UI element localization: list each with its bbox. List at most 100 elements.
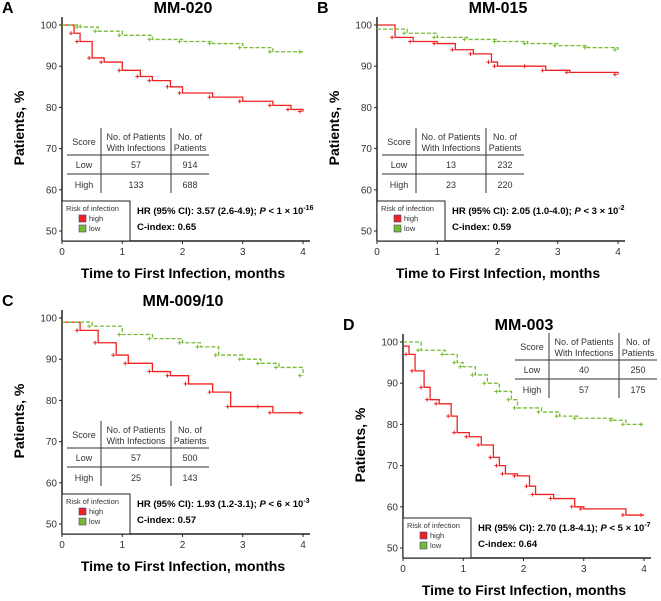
y-tick-label: 100 — [40, 314, 57, 325]
censor-mark — [183, 381, 188, 386]
y-tick-label: 80 — [46, 103, 58, 114]
y-axis-label: Patients, % — [326, 90, 342, 165]
censor-mark — [620, 513, 625, 518]
censor-mark — [432, 35, 437, 40]
censor-mark — [147, 336, 152, 341]
table-header: Score — [520, 342, 544, 352]
y-tick-label: 60 — [361, 185, 373, 196]
censor-mark — [123, 361, 128, 366]
censor-mark — [147, 37, 152, 42]
legend-box — [376, 200, 446, 242]
panel-letter: A — [2, 0, 14, 17]
y-axis-label: Patients, % — [11, 383, 27, 458]
censor-mark — [177, 90, 182, 95]
censor-mark — [117, 68, 122, 73]
c-index: C-index: 0.65 — [137, 222, 197, 233]
table-header: No. of Patients With Infections — [106, 132, 166, 153]
panel-letter: D — [343, 317, 355, 334]
censor-mark — [99, 60, 104, 65]
header-line: Patients — [174, 436, 207, 446]
header-line: Patients — [489, 143, 522, 153]
x-tick-label: 1 — [119, 247, 125, 258]
p-label: P — [259, 206, 266, 217]
header-line: With Infections — [554, 348, 614, 358]
x-tick-label: 2 — [495, 247, 501, 258]
censor-mark — [410, 368, 415, 373]
y-tick-label: 80 — [361, 103, 373, 114]
censor-mark — [237, 357, 242, 362]
table-cell: 57 — [131, 160, 141, 170]
censor-mark — [267, 49, 272, 54]
censor-mark — [75, 25, 80, 30]
x-tick-label: 3 — [240, 247, 246, 258]
p-label: P — [574, 206, 581, 217]
y-tick-label: 90 — [361, 62, 373, 73]
censor-mark — [273, 365, 278, 370]
censor-mark — [564, 70, 569, 75]
table-cell: Low — [76, 453, 93, 463]
x-tick-label: 0 — [59, 247, 65, 258]
km-curve-low — [377, 28, 619, 50]
legend-label: low — [430, 541, 442, 550]
x-axis-label: Time to First Infection, months — [396, 265, 601, 281]
y-tick-label: 50 — [387, 544, 399, 555]
p-exponent: -16 — [303, 205, 313, 212]
censor-mark — [213, 353, 218, 358]
y-tick-label: 60 — [46, 478, 58, 489]
c-index: C-index: 0.57 — [137, 515, 196, 526]
censor-mark — [267, 410, 272, 415]
km-curve-low — [403, 341, 644, 426]
censor-mark — [298, 49, 302, 54]
censor-mark — [512, 405, 517, 410]
table-cell: High — [523, 385, 542, 395]
censor-mark — [639, 422, 643, 427]
censor-mark — [500, 471, 505, 476]
censor-mark — [450, 47, 455, 52]
censor-mark — [582, 45, 587, 50]
panel-D: D MM-003 50 60 70 80 90 100 0 1 2 3 4 Time to First I… — [343, 317, 657, 598]
legend-box — [61, 493, 131, 535]
censor-mark — [69, 31, 74, 36]
censor-mark — [494, 463, 499, 468]
censor-mark — [425, 397, 430, 402]
legend-label: low — [89, 224, 101, 233]
censor-mark — [458, 364, 463, 369]
censor-mark — [165, 373, 170, 378]
km-curve-high — [62, 24, 304, 112]
header-line: With Infections — [106, 143, 166, 153]
y-tick-label: 90 — [387, 379, 399, 390]
y-tick-label: 90 — [46, 62, 58, 73]
legend-label: high — [89, 214, 103, 223]
panel-letter: B — [317, 0, 329, 17]
censor-mark — [578, 506, 583, 511]
legend-label: high — [404, 214, 418, 223]
p-label: P — [259, 499, 266, 510]
table-cell: Low — [76, 160, 93, 170]
panel-title: MM-020 — [154, 0, 213, 17]
header-line: No. of — [178, 132, 203, 142]
censor-mark — [147, 369, 152, 374]
y-axis-label: Patients, % — [11, 90, 27, 165]
table-cell: Low — [391, 160, 408, 170]
censor-mark — [552, 43, 557, 48]
censor-mark — [402, 31, 407, 36]
y-tick-label: 70 — [361, 144, 373, 155]
censor-mark — [548, 496, 553, 501]
censor-mark — [524, 484, 529, 489]
censor-mark — [93, 340, 98, 345]
legend-swatch-low — [393, 224, 402, 233]
y-tick-label: 80 — [46, 396, 58, 407]
y-tick-label: 70 — [46, 437, 58, 448]
c-index: C-index: 0.64 — [478, 539, 538, 550]
panel-A: A MM-020 50 60 70 80 90 100 0 1 2 3 4 Time to First I… — [2, 0, 314, 281]
km-curve-low — [62, 24, 303, 53]
legend-title: Risk of infection — [407, 521, 460, 530]
legend-swatch-low — [419, 541, 428, 550]
censor-mark — [540, 68, 545, 73]
legend-swatch-high — [78, 214, 87, 223]
